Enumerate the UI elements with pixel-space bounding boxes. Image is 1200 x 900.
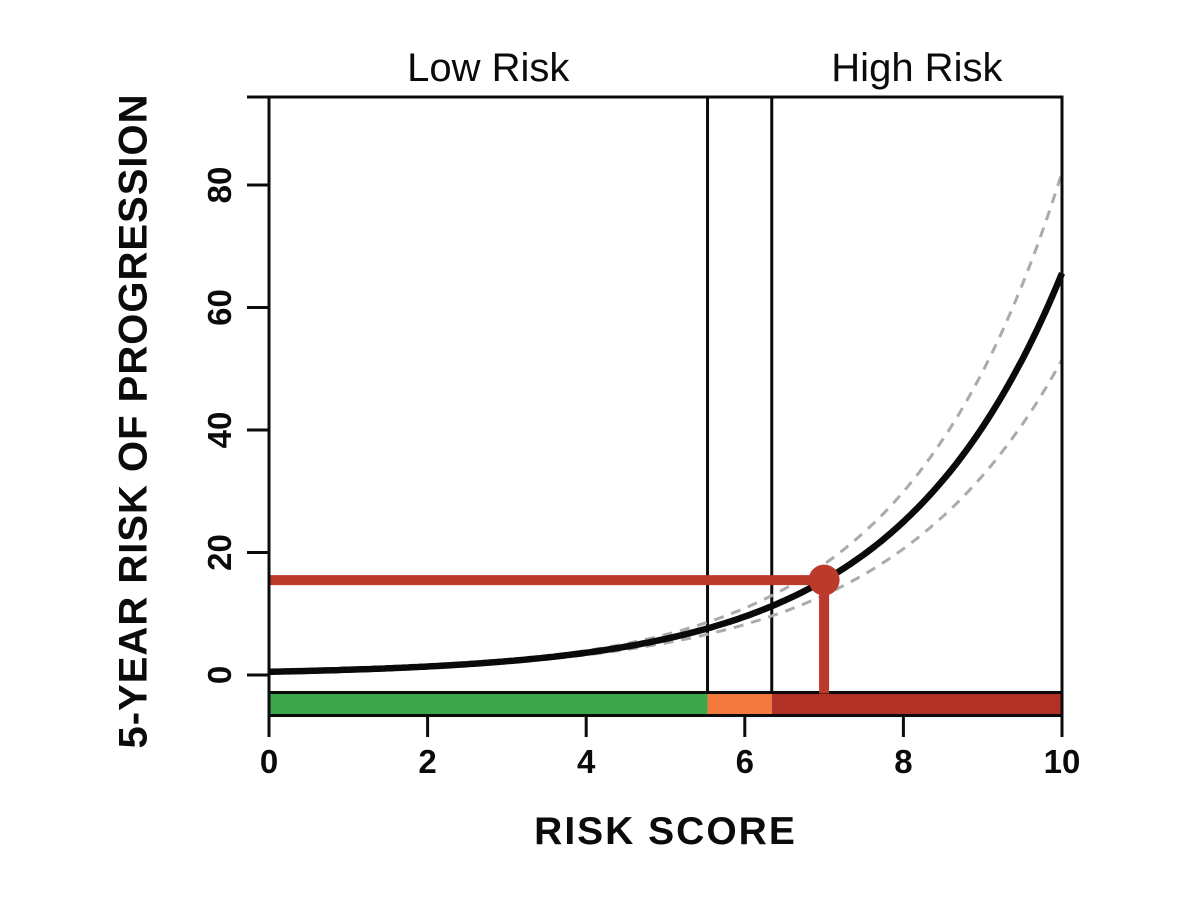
- y-axis-title: 5-YEAR RISK OF PROGRESSION: [111, 93, 156, 749]
- x-tick-label: 0: [260, 743, 278, 780]
- risk-zone-bar-low: [269, 694, 708, 714]
- ci-upper-curve: [268, 171, 1064, 674]
- marker-dot: [808, 564, 840, 596]
- y-tick-label: 0: [201, 666, 238, 684]
- zone-label-high-risk: High Risk: [831, 46, 1003, 90]
- x-tick-label: 8: [894, 743, 912, 780]
- ci-lower-curve: [268, 358, 1064, 674]
- risk-zone-bar-high: [771, 694, 1062, 714]
- y-tick-label: 40: [201, 412, 238, 449]
- x-tick-label: 4: [577, 743, 596, 780]
- y-tick-label: 60: [201, 289, 238, 326]
- risk-zone-bar-intermediate: [707, 694, 772, 714]
- x-axis-title: RISK SCORE: [534, 810, 797, 853]
- x-tick-label: 10: [1044, 743, 1081, 780]
- x-tick-label: 6: [736, 743, 754, 780]
- estimated-risk-curve: [268, 271, 1066, 676]
- y-tick-label: 80: [201, 167, 238, 204]
- x-tick-label: 2: [418, 743, 436, 780]
- y-tick-label: 20: [201, 534, 238, 571]
- zone-label-low-risk: Low Risk: [407, 46, 570, 90]
